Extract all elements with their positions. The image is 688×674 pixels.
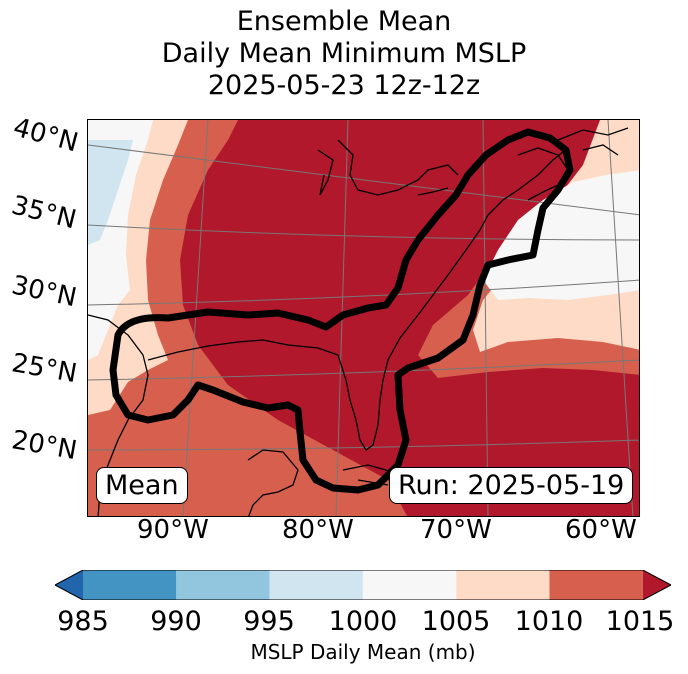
colorbar-1000-1005 [362, 570, 457, 600]
colorbar-label: MSLP Daily Mean (mb) [250, 640, 476, 664]
lon-label-80w: 80°W [282, 515, 354, 545]
lat-label-35n: 35°N [8, 190, 80, 236]
title-line-3: 2025-05-23 12z-12z [207, 70, 481, 101]
colorbar-tick-995: 995 [243, 606, 295, 637]
colorbar-tick-1005: 1005 [421, 606, 491, 637]
gridline-35n [88, 224, 639, 241]
title-line-1: Ensemble Mean [236, 6, 452, 37]
gridline-20n [88, 439, 639, 451]
map-panel [87, 119, 640, 517]
lat-label-30n: 30°N [8, 270, 80, 314]
title-line-2: Daily Mean Minimum MSLP [161, 38, 527, 69]
colorbar-tick-1000: 1000 [328, 606, 398, 637]
colorbar-tick-985: 985 [57, 606, 109, 637]
colorbar-985-990 [83, 570, 177, 600]
pressure-map [88, 120, 639, 516]
colorbar-tick-990: 990 [150, 606, 202, 637]
field-1000-1005-east [483, 170, 639, 300]
colorbar-over-arrow [642, 570, 671, 600]
colorbar-995-1000 [269, 570, 363, 600]
lon-label-60w: 60°W [565, 515, 637, 545]
colorbar-tick-1015: 1015 [605, 606, 675, 637]
colorbar-1005-1010 [456, 570, 550, 600]
field-995-1000-west [88, 140, 133, 245]
gridline-60w [607, 120, 634, 516]
colorbar-990-995 [176, 570, 270, 600]
gridline-30n [88, 279, 639, 306]
gridline-70w [482, 120, 489, 516]
colorbar-under-arrow [55, 570, 83, 600]
coast-yucatan [247, 449, 299, 516]
coast-great-lakes [317, 139, 459, 196]
mean-label-box: Mean [96, 467, 188, 504]
lon-label-90w: 90°W [137, 515, 209, 545]
lat-label-25n: 25°N [9, 348, 80, 390]
gridline-25n [88, 359, 639, 381]
contour-outline [109, 128, 574, 494]
lat-label-40n: 40°N [10, 112, 82, 159]
run-date-box: Run: 2025-05-19 [389, 467, 634, 504]
lat-label-20n: 20°N [9, 425, 80, 467]
colorbar-tick-1010: 1010 [514, 606, 584, 637]
colorbar [55, 570, 671, 600]
gridline-40n [88, 144, 639, 216]
lon-label-70w: 70°W [420, 515, 492, 545]
colorbar-1010-1015 [549, 570, 643, 600]
gridline-90w [182, 120, 209, 516]
